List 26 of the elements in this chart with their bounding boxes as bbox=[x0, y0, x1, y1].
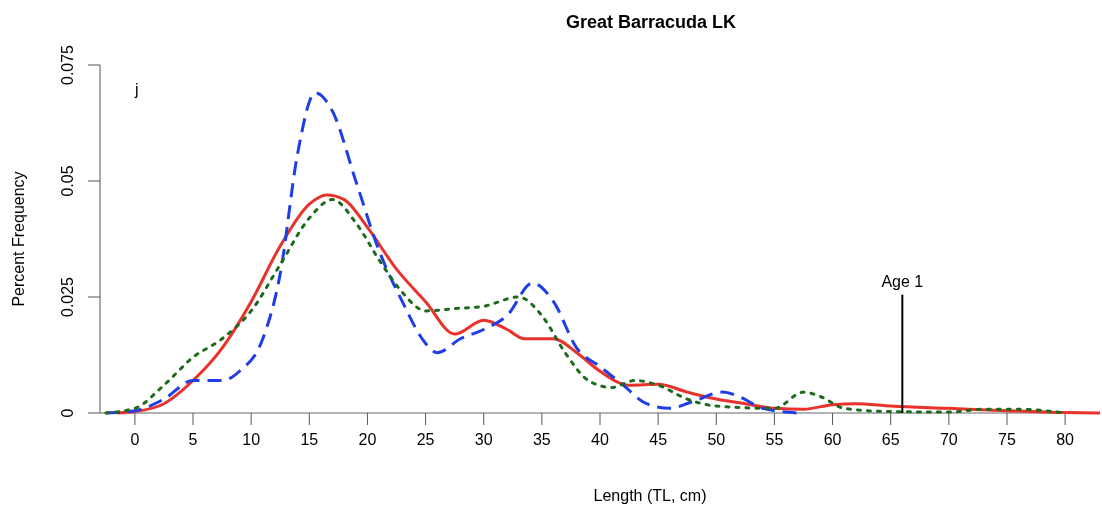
x-tick-label: 80 bbox=[1056, 431, 1075, 448]
x-tick-label: 20 bbox=[358, 431, 377, 448]
x-tick-label: 60 bbox=[823, 431, 842, 448]
y-tick-label: 0.025 bbox=[59, 276, 76, 318]
x-tick-label: 40 bbox=[591, 431, 609, 448]
x-tick-label: 50 bbox=[707, 431, 726, 448]
ref-line-label: Age 1 bbox=[881, 272, 924, 290]
x-tick-label: 55 bbox=[765, 431, 784, 448]
x-tick-label: 5 bbox=[188, 431, 198, 448]
y-tick-label: 0.075 bbox=[59, 44, 76, 86]
x-tick-label: 75 bbox=[998, 431, 1016, 448]
x-tick-label: 70 bbox=[939, 431, 958, 448]
x-tick-label: 25 bbox=[416, 431, 435, 448]
x-tick-label: 30 bbox=[474, 431, 493, 448]
x-axis-title: Length (TL, cm) bbox=[593, 487, 707, 504]
y-tick-label: 0.05 bbox=[59, 165, 76, 197]
x-tick-label: 10 bbox=[242, 431, 261, 448]
chart-title: Great Barracuda LK bbox=[565, 12, 737, 32]
x-tick-label: 35 bbox=[532, 431, 551, 448]
x-tick-label: 45 bbox=[649, 431, 668, 448]
y-tick-label: 0 bbox=[59, 408, 76, 418]
y-axis-title: Percent Frequency bbox=[10, 171, 27, 307]
x-tick-label: 65 bbox=[881, 431, 900, 448]
annotation: j bbox=[134, 81, 139, 98]
x-tick-label: 15 bbox=[300, 431, 319, 448]
x-tick-label: 0 bbox=[130, 431, 140, 448]
